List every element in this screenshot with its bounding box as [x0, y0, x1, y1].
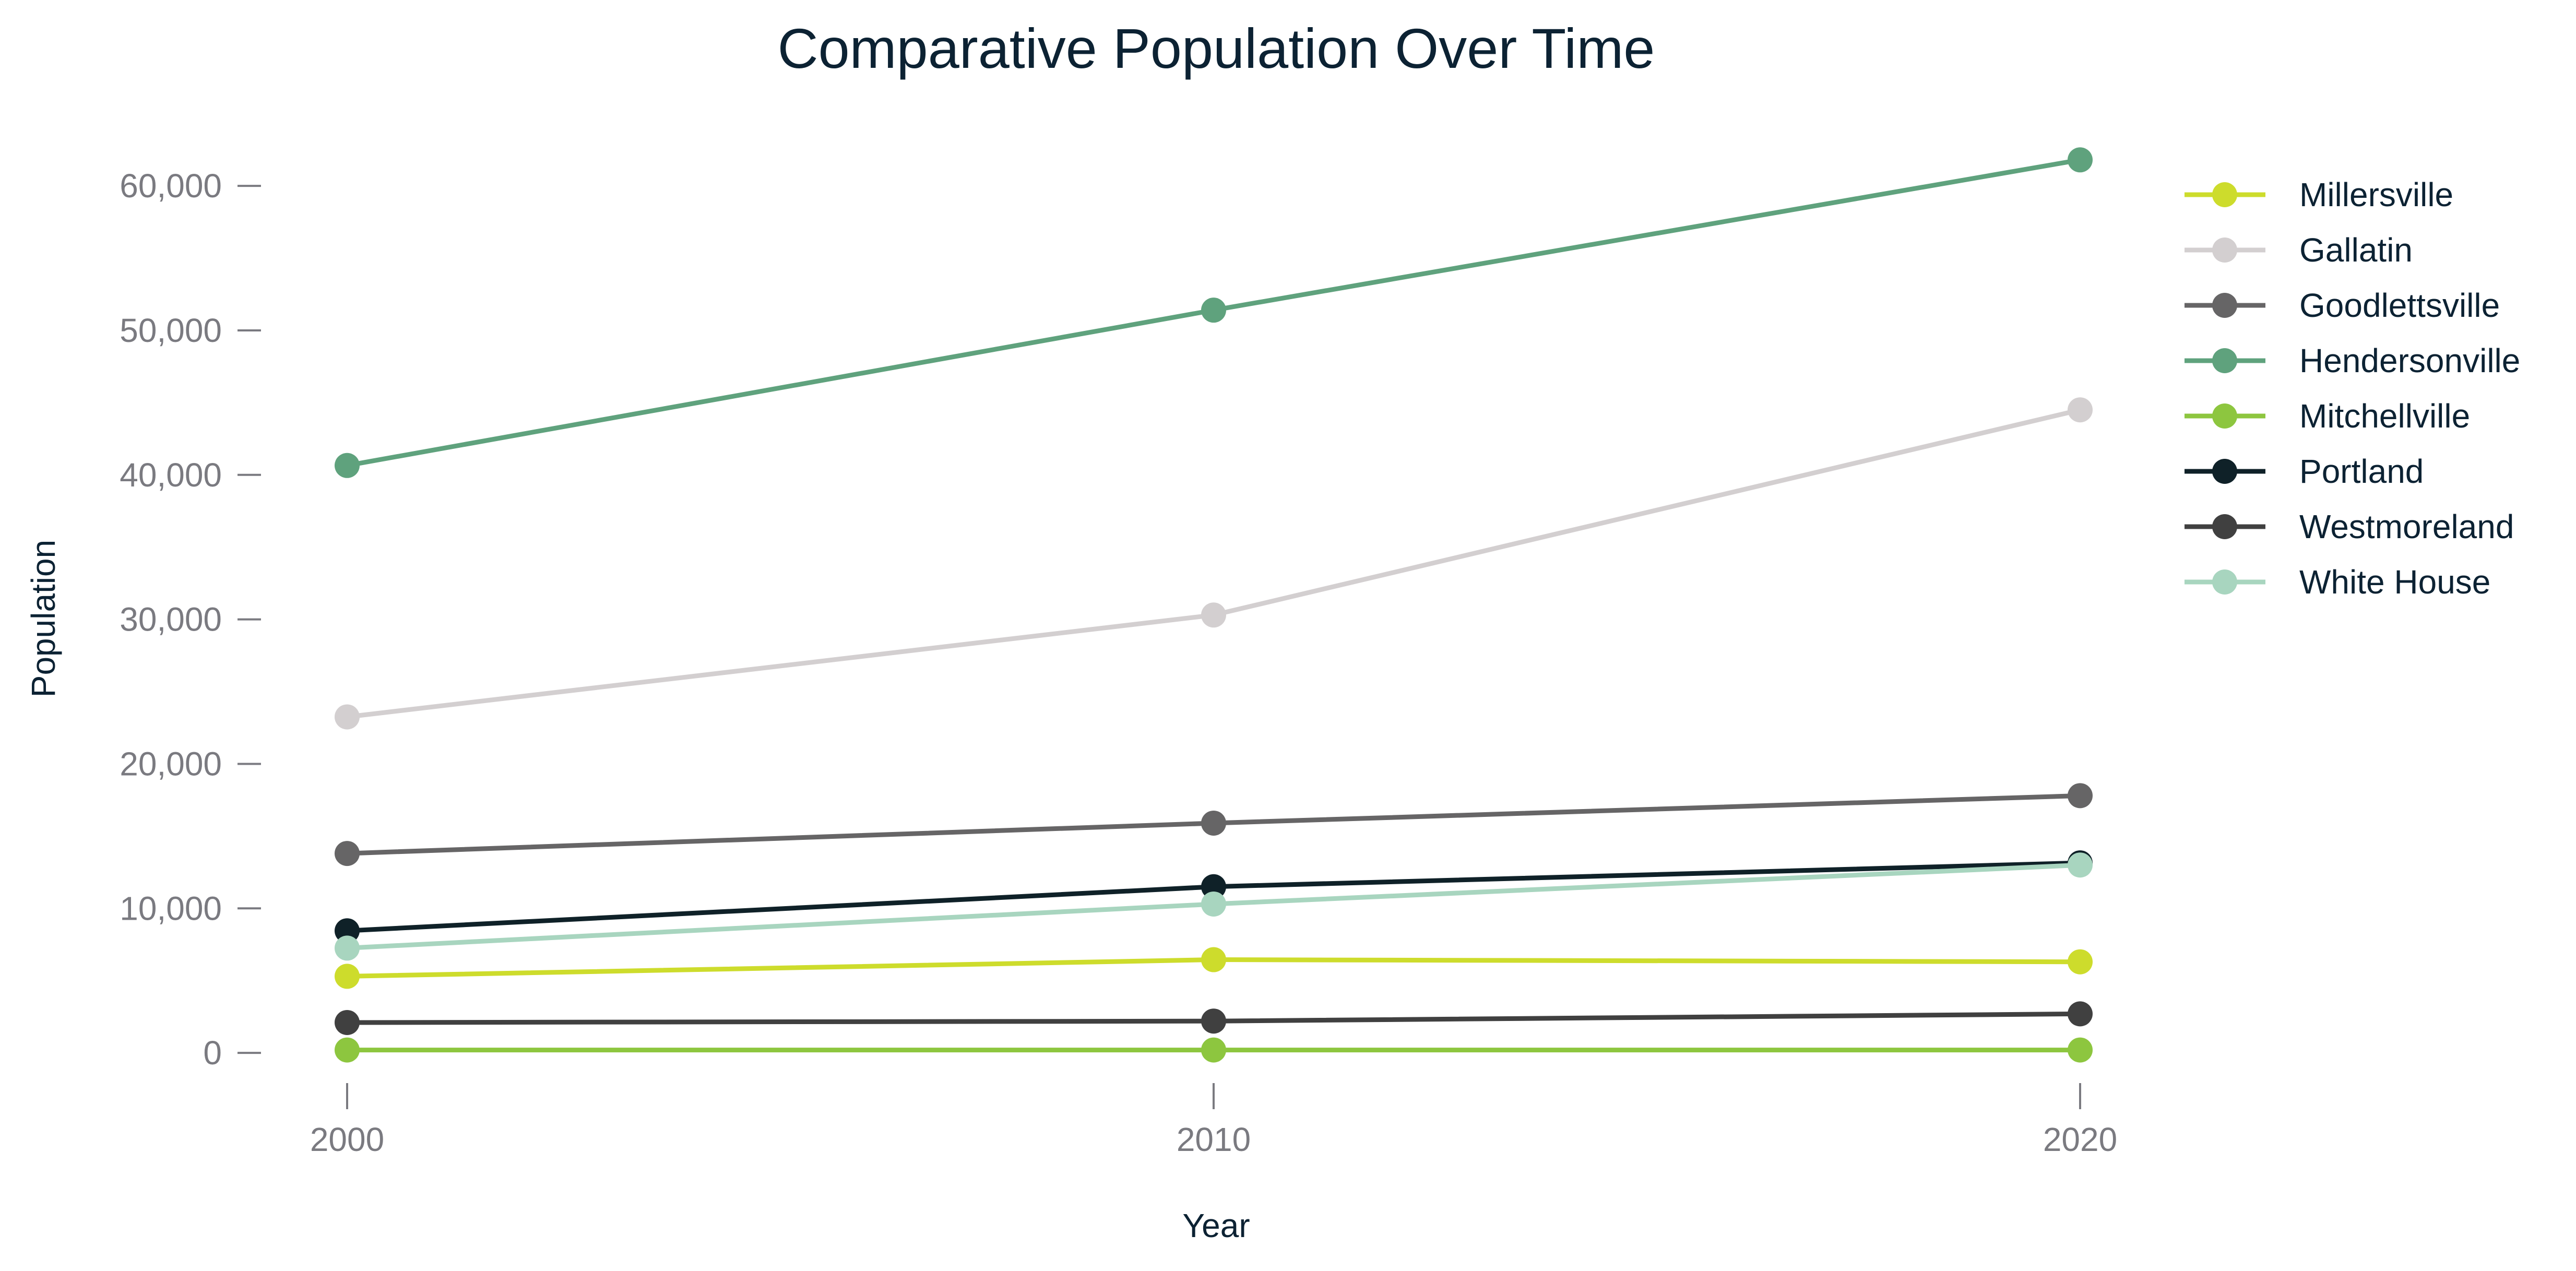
legend-item: Goodlettsville	[2185, 287, 2500, 324]
data-point	[1201, 602, 1226, 628]
legend-label: Hendersonville	[2299, 342, 2520, 379]
legend-item: Gallatin	[2185, 231, 2413, 269]
y-tick-label: 20,000	[120, 745, 222, 782]
legend-label: Mitchellville	[2299, 397, 2470, 435]
legend-label: Goodlettsville	[2299, 287, 2500, 324]
data-point	[2068, 397, 2093, 423]
data-point	[2068, 783, 2093, 809]
legend: Millersville Gallatin Goodlettsville Hender…	[2185, 176, 2520, 601]
legend-item: White House	[2185, 563, 2490, 601]
data-point	[335, 918, 360, 944]
data-point	[2068, 949, 2093, 975]
data-point	[1201, 1037, 1226, 1063]
legend-item: Hendersonville	[2185, 342, 2520, 379]
data-point	[1201, 874, 1226, 899]
y-tick-label: 50,000	[120, 312, 222, 349]
legend-label: Gallatin	[2299, 231, 2413, 269]
y-tick-label: 60,000	[120, 167, 222, 205]
legend-label: White House	[2299, 563, 2490, 601]
legend-label: Millersville	[2299, 176, 2453, 213]
x-tick-label: 2020	[2043, 1121, 2117, 1158]
legend-swatch-marker	[2212, 569, 2237, 595]
data-point	[335, 935, 360, 961]
plot-series	[335, 147, 2093, 1063]
data-point	[2068, 147, 2093, 173]
x-tick-label: 2000	[310, 1121, 384, 1158]
data-point	[1201, 298, 1226, 323]
legend-label: Westmoreland	[2299, 508, 2514, 545]
data-point	[2068, 1037, 2093, 1063]
legend-swatch-marker	[2212, 293, 2237, 318]
series-line	[345, 407, 2083, 719]
legend-item: Mitchellville	[2185, 397, 2470, 435]
data-point	[1201, 1008, 1226, 1034]
legend-item: Millersville	[2185, 176, 2453, 213]
legend-swatch-marker	[2212, 514, 2237, 539]
y-tick-label: 0	[203, 1034, 222, 1072]
series-hendersonville	[335, 147, 2093, 478]
data-point	[1201, 810, 1226, 836]
series-gallatin	[335, 397, 2093, 730]
legend-swatch-marker	[2212, 459, 2237, 484]
y-tick-label: 30,000	[120, 601, 222, 638]
data-point	[2068, 1001, 2093, 1027]
series-white-house	[335, 852, 2093, 961]
data-point	[1201, 947, 1226, 972]
x-axis: 2000 2010 2020	[310, 1083, 2117, 1158]
y-axis: 0 10,000 20,000 30,000 40,000 50,000 60,000	[120, 167, 261, 1072]
series-millersville	[335, 947, 2093, 989]
y-tick-label: 10,000	[120, 889, 222, 927]
y-tick-label: 40,000	[120, 456, 222, 494]
data-point	[2068, 852, 2093, 878]
legend-swatch-marker	[2212, 237, 2237, 263]
series-westmoreland	[335, 1001, 2093, 1035]
data-point	[335, 1037, 360, 1063]
legend-label: Portland	[2299, 453, 2424, 490]
data-point	[335, 964, 360, 989]
series-mitchellville	[335, 1037, 2093, 1063]
legend-item: Westmoreland	[2185, 508, 2514, 545]
x-axis-title: Year	[1182, 1207, 1250, 1244]
x-tick-label: 2010	[1177, 1121, 1251, 1158]
legend-item: Portland	[2185, 453, 2424, 490]
legend-swatch-marker	[2212, 182, 2237, 207]
legend-swatch-marker	[2212, 348, 2237, 373]
series-goodlettsville	[335, 783, 2093, 866]
data-point	[335, 841, 360, 866]
data-point	[335, 1009, 360, 1035]
chart-title: Comparative Population Over Time	[778, 17, 1655, 80]
legend-swatch-marker	[2212, 403, 2237, 429]
data-point	[335, 453, 360, 478]
data-point	[335, 704, 360, 730]
data-point	[1201, 891, 1226, 917]
y-axis-title: Population	[25, 540, 62, 697]
